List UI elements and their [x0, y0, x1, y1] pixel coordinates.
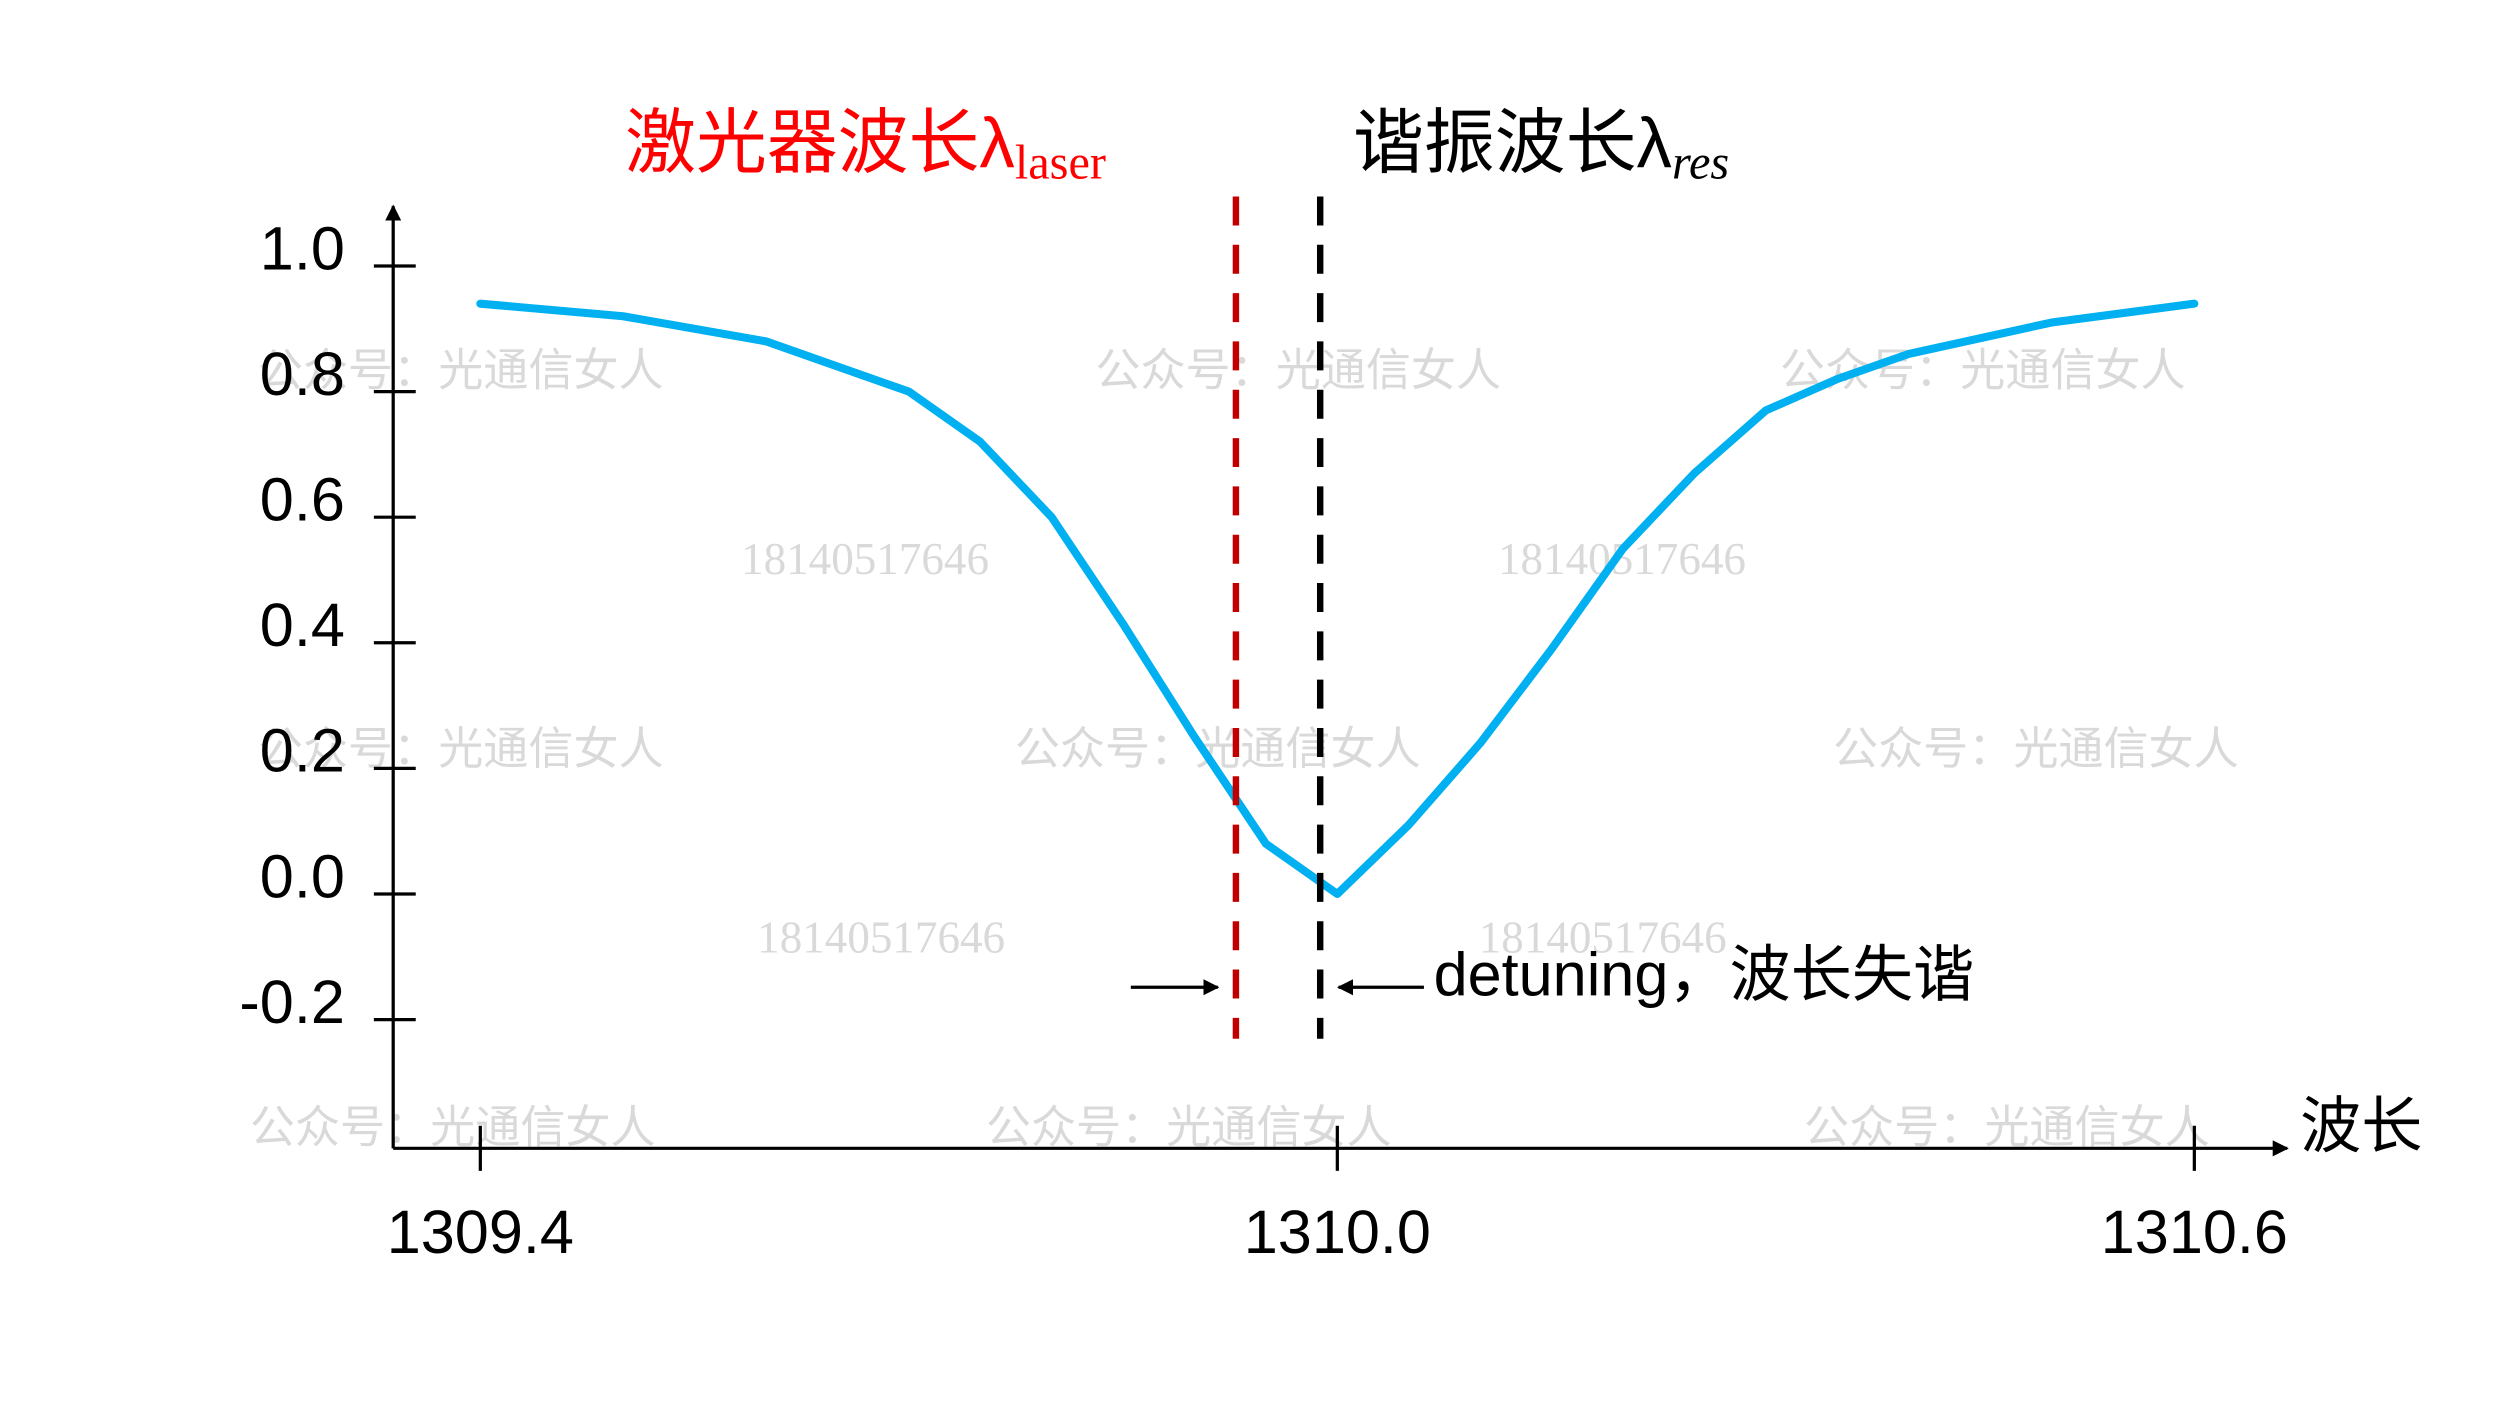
watermark: 公众号：光通信女人	[1095, 346, 1501, 396]
watermark: 18140517646	[757, 913, 1005, 963]
marker-label-sub: laser	[1015, 137, 1106, 190]
x-tick-label: 1310.6	[2101, 1198, 2288, 1266]
marker-label: 谐振波长λres	[1353, 104, 1729, 190]
detuning-label: detuning，波长失谐	[1434, 940, 1975, 1008]
watermark: 18140517646	[1498, 534, 1746, 584]
marker-label-sub: res	[1672, 137, 1729, 190]
marker-label-text: 谐振波长λ	[1353, 104, 1672, 183]
x-tick-label: 1310.0	[1244, 1198, 1431, 1266]
x-tick-label: 1309.4	[387, 1198, 574, 1266]
watermark: 公众号：光通信女人	[986, 1103, 1392, 1153]
watermark: 18140517646	[1479, 913, 1727, 963]
y-tick-label: 0.2	[260, 717, 345, 785]
y-tick-label: 0.0	[260, 842, 345, 910]
y-tick-label: 0.4	[260, 591, 345, 659]
y-tick-label: 0.6	[260, 465, 345, 533]
watermark: 公众号：光通信女人	[1804, 1103, 2210, 1153]
watermark: 公众号：光通信女人	[250, 1103, 656, 1153]
watermark: 公众号：光通信女人	[258, 724, 664, 774]
marker-label-text: 激光器波长λ	[625, 104, 1015, 183]
watermark: 18140517646	[741, 534, 989, 584]
y-tick-label: 0.8	[260, 340, 345, 408]
y-tick-label: 1.0	[260, 214, 345, 282]
watermark: 公众号：光通信女人	[1833, 724, 2239, 774]
x-axis-label: 波长	[2300, 1092, 2422, 1160]
watermark: 公众号：光通信女人	[1780, 346, 2186, 396]
y-tick-label: -0.2	[239, 968, 344, 1036]
marker-label: 激光器波长λlaser	[625, 104, 1106, 190]
watermark: 公众号：光通信女人	[258, 346, 664, 396]
line-series	[476, 299, 2199, 899]
